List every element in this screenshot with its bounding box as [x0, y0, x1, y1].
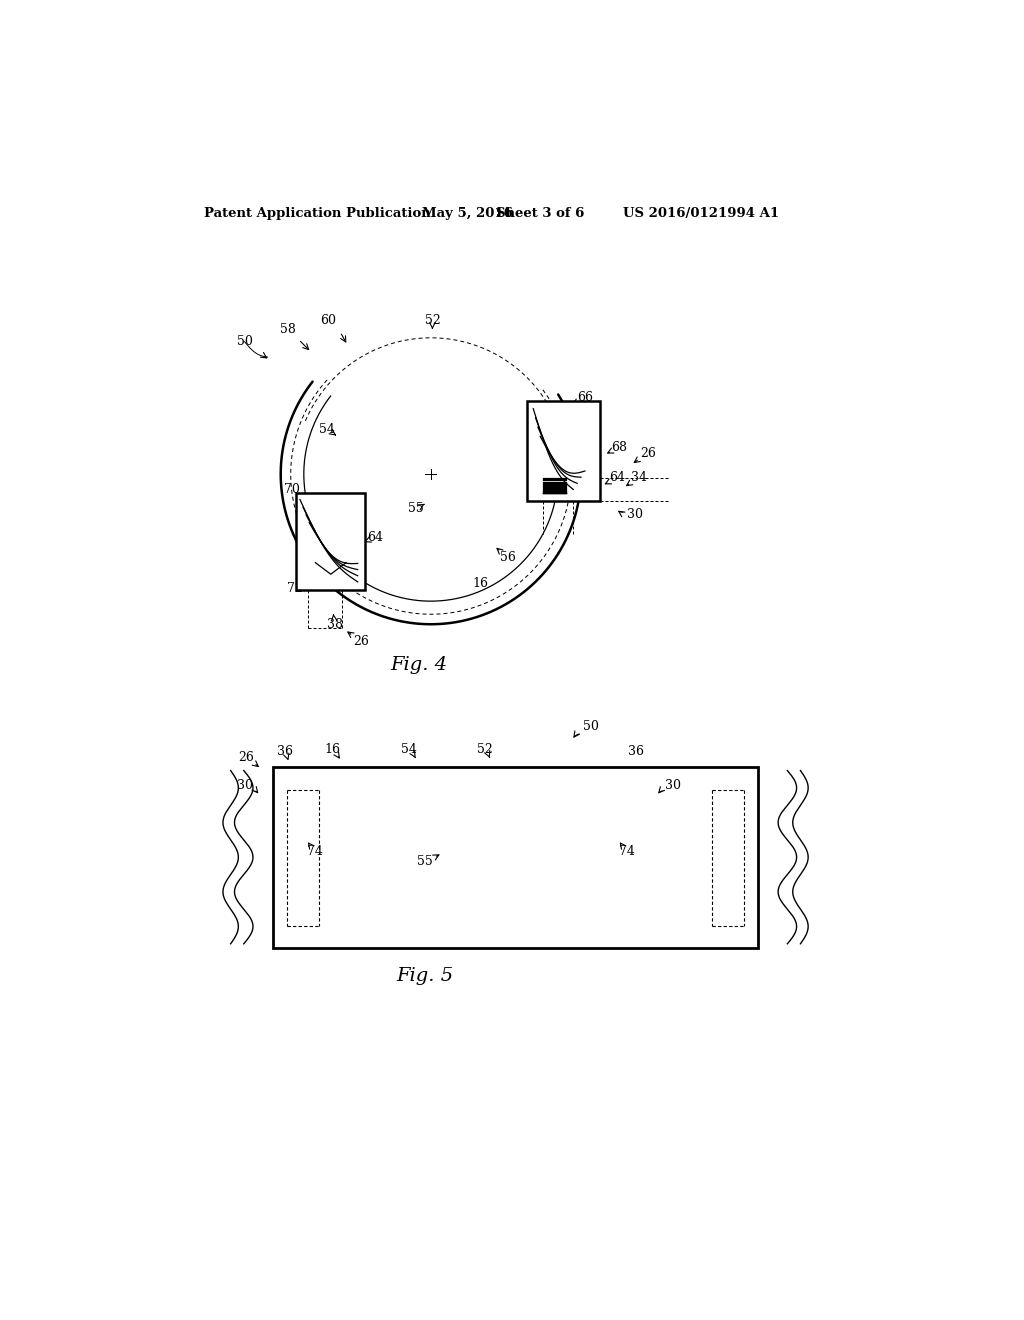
Text: 60: 60	[321, 314, 337, 326]
Text: 26: 26	[353, 635, 370, 648]
Text: 26: 26	[640, 446, 656, 459]
Text: 36: 36	[276, 744, 293, 758]
Text: 30: 30	[627, 508, 643, 520]
Text: 55: 55	[417, 855, 432, 869]
Text: Fig. 5: Fig. 5	[396, 968, 454, 985]
Text: May 5, 2016: May 5, 2016	[422, 207, 512, 220]
Text: Sheet 3 of 6: Sheet 3 of 6	[497, 207, 585, 220]
Bar	[296, 494, 366, 590]
Text: 30: 30	[237, 779, 253, 792]
Text: 64: 64	[368, 531, 383, 544]
Text: 50: 50	[583, 721, 599, 733]
Text: 74: 74	[307, 845, 324, 858]
Text: 68: 68	[611, 441, 628, 454]
Text: 66: 66	[577, 391, 593, 404]
Text: US 2016/0121994 A1: US 2016/0121994 A1	[624, 207, 779, 220]
Text: 50: 50	[237, 335, 253, 348]
Text: 38: 38	[327, 618, 343, 631]
Text: 70: 70	[285, 483, 300, 496]
Text: 30: 30	[666, 779, 681, 792]
Text: 52: 52	[425, 314, 440, 326]
Text: 34: 34	[631, 471, 647, 484]
Text: 74: 74	[620, 845, 635, 858]
Text: 36: 36	[628, 744, 644, 758]
Bar	[273, 767, 758, 948]
Text: 54: 54	[318, 422, 335, 436]
Text: Patent Application Publication: Patent Application Publication	[204, 207, 430, 220]
Text: 52: 52	[477, 743, 493, 756]
Text: 56: 56	[500, 550, 516, 564]
Text: 64: 64	[609, 471, 626, 484]
Text: 26: 26	[239, 751, 254, 764]
Text: 16: 16	[325, 743, 340, 756]
Bar	[527, 401, 600, 502]
Text: 54: 54	[401, 743, 417, 756]
Text: Fig. 4: Fig. 4	[391, 656, 447, 675]
Text: 16: 16	[473, 577, 488, 590]
Text: 72: 72	[287, 582, 302, 594]
Text: 58: 58	[281, 323, 296, 335]
Text: 55: 55	[408, 502, 423, 515]
